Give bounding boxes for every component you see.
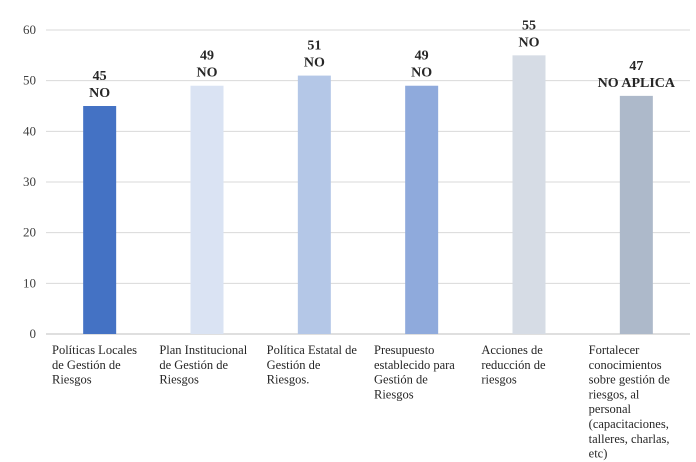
category-label-line: de Gestión de [52,358,121,372]
category-label-line: etc) [589,447,608,461]
category-label-line: reducción de [481,358,546,372]
category-label-line: Riesgos. [267,373,310,387]
bars [83,55,653,334]
category-label-line: Gestión de [267,358,321,372]
data-label-text: NO [89,86,110,101]
y-tick-label: 20 [23,225,36,240]
category-label-line: conocimientos [589,358,662,372]
category-label-line: Plan Institucional [159,343,247,357]
category-label-line: riesgos [481,373,517,387]
category-label-line: Políticas Locales [52,343,137,357]
data-label-value: 51 [307,39,321,54]
data-label-value: 49 [415,49,429,64]
category-label-line: riesgos, al [589,387,640,401]
category-label-line: sobre gestión de [589,373,671,387]
category-label-line: Presupuesto [374,343,434,357]
bar [83,106,117,334]
data-label-text: NO [411,66,432,81]
category-label: Plan Institucional de Gestión de Riesgos [159,343,247,387]
data-label-value: 55 [522,18,536,33]
bar [405,85,439,334]
y-tick-label: 50 [23,73,36,88]
category-labels: Políticas Locales de Gestión de RiesgosPla… [52,343,670,461]
y-tick-label: 0 [30,326,37,341]
category-label-line: Gestión de [374,373,428,387]
category-label-line: Política Estatal de [267,343,358,357]
gridlines [46,29,690,335]
data-labels: 45 NO 49 NO 51 NO 49 NO 55 NO 47 NO APLICA [89,18,676,101]
y-tick-label: 60 [23,22,36,37]
y-axis-ticks: 0 10 20 30 40 50 60 [23,22,36,341]
data-label-value: 45 [93,69,107,84]
category-label-line: Riesgos [374,387,414,401]
category-label-line: talleres, charlas, [589,432,670,446]
data-label-text: NO [197,66,218,81]
bar [512,55,546,334]
category-label: Presupuesto establecido para Gestión de Rie… [374,343,455,401]
bar [297,75,331,334]
category-label-line: (capacitaciones, [589,417,669,431]
bar [619,95,653,334]
data-label-text: NO [519,35,540,50]
category-label-line: de Gestión de [159,358,228,372]
category-label-line: Riesgos [159,373,199,387]
category-label-line: Acciones de [481,343,543,357]
category-label-line: establecido para [374,358,455,372]
category-label: Fortalecer conocimientos sobre gestión de r… [589,343,671,461]
data-label-text: NO [304,56,325,71]
data-label-value: 47 [629,59,643,74]
data-label-value: 49 [200,49,214,64]
bar [190,85,224,334]
category-label-line: personal [589,402,632,416]
y-tick-label: 10 [23,275,36,290]
category-label: Política Estatal de Gestión de Riesgos. [267,343,358,387]
data-label-text: NO APLICA [598,76,676,91]
category-label: Acciones de reducción de riesgos [481,343,546,387]
category-label-line: Fortalecer [589,343,641,357]
y-tick-label: 40 [23,123,36,138]
y-tick-label: 30 [23,174,36,189]
category-label: Políticas Locales de Gestión de Riesgos [52,343,137,387]
category-label-line: Riesgos [52,373,92,387]
